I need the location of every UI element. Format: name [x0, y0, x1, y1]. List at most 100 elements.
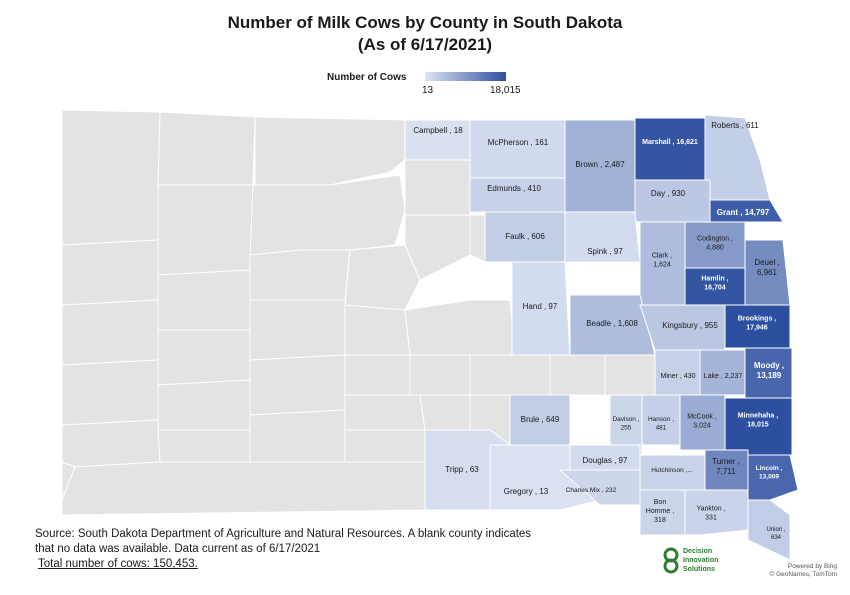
source-line-1: Source: South Dakota Department of Agric…	[35, 528, 532, 540]
gray-county-18	[157, 379, 251, 431]
gray-county-6	[61, 239, 159, 306]
gray-county-26	[61, 419, 161, 468]
label-grant-line-0: Grant , 14,797	[717, 208, 770, 217]
label-campbell: Campbell , 18	[413, 126, 463, 135]
label-lincoln-line-1: 13,009	[759, 473, 779, 480]
gray-county-17	[61, 359, 159, 426]
label-turner: Turner , 7,711	[712, 457, 740, 476]
label-clark-line-1: 1,624	[653, 262, 671, 269]
label-deuel-line-1: 6,961	[757, 268, 778, 277]
label-bonhomme: Bon Homme , 318	[646, 499, 674, 524]
data-counties	[404, 114, 799, 561]
label-hutchinson-line-0: Hutchinson ,...	[651, 467, 693, 474]
gray-county-3	[157, 184, 254, 276]
no-data-counties	[61, 109, 656, 516]
label-spink: Spink , 97	[587, 247, 623, 256]
label-codington-line-0: Codington ,	[697, 236, 733, 243]
label-brookings-line-1: 17,946	[746, 325, 768, 332]
label-edmunds: Edmunds , 410	[487, 184, 541, 193]
label-union-line-0: Union ,	[766, 527, 785, 533]
label-hamlin-line-1: 16,704	[704, 285, 726, 292]
county-mcpherson	[469, 119, 566, 179]
label-brule-line-0: Brule , 649	[521, 415, 560, 424]
label-yankton-line-1: 331	[705, 515, 717, 522]
label-faulk-line-0: Faulk , 606	[505, 232, 545, 241]
label-deuel-line-0: Deuel ,	[754, 258, 779, 267]
label-brown: Brown , 2,487	[575, 160, 625, 169]
credit-geonames: © GeoNames, TomTom	[769, 571, 837, 578]
label-marshall-line-0: Marshall , 16,621	[642, 139, 698, 146]
label-beadle: Beadle , 1,608	[586, 319, 638, 328]
label-faulk: Faulk , 606	[505, 232, 545, 241]
label-bonhomme-line-1: Homme ,	[646, 508, 674, 515]
label-hand-line-0: Hand , 97	[523, 302, 558, 311]
label-hand: Hand , 97	[523, 302, 558, 311]
legend-max: 18,015	[490, 85, 521, 96]
label-mcpherson: McPherson , 161	[488, 138, 549, 147]
label-minnehaha-line-1: 18,015	[747, 422, 769, 429]
label-gregory: Gregory , 13	[504, 487, 549, 496]
gray-county-4	[249, 174, 406, 256]
label-campbell-line-0: Campbell , 18	[413, 126, 463, 135]
label-brule: Brule , 649	[521, 415, 560, 424]
label-charlesmix-line-0: Charles Mix , 232	[566, 487, 617, 494]
gray-county-10	[404, 214, 471, 281]
label-union-line-1: 634	[771, 535, 782, 541]
label-brookings: Brookings , 17,946	[738, 316, 777, 332]
county-grant	[709, 199, 784, 223]
gray-county-29	[344, 429, 426, 463]
label-lake: Lake , 2,237	[704, 373, 743, 380]
county-yankton	[684, 489, 749, 536]
county-minnehaha	[724, 397, 793, 456]
county-marshall	[634, 117, 706, 181]
label-mcpherson-line-0: McPherson , 161	[488, 138, 549, 147]
gray-county-21	[409, 354, 471, 396]
label-bonhomme-line-0: Bon	[654, 499, 667, 506]
label-roberts-line-0: Roberts , 611	[711, 121, 759, 130]
gray-county-13	[157, 329, 251, 386]
source-line-2: that no data was available. Data current…	[35, 543, 321, 555]
label-edmunds-line-0: Edmunds , 410	[487, 184, 541, 193]
county-day	[634, 179, 711, 223]
label-hamlin-line-0: Hamlin ,	[701, 276, 728, 283]
gray-county-7	[157, 269, 251, 331]
label-davison-line-0: Davison ,	[612, 416, 639, 423]
label-codington: Codington , 4,880	[697, 236, 733, 252]
gray-county-5	[404, 159, 471, 216]
label-minnehaha-line-0: Minnehaha ,	[738, 413, 779, 420]
label-tripp-line-0: Tripp , 63	[445, 465, 479, 474]
label-brookings-line-0: Brookings ,	[738, 316, 777, 323]
label-brown-line-0: Brown , 2,487	[575, 160, 625, 169]
gray-county-19	[249, 354, 346, 416]
label-bonhomme-line-2: 318	[654, 517, 666, 524]
label-kingsbury-line-0: Kingsbury , 955	[662, 321, 718, 330]
dis-logo-icon	[663, 547, 679, 574]
credit-bing: Powered by Bing	[787, 563, 837, 570]
label-hanson: Hanson , 481	[648, 416, 674, 432]
logo-text-3: Solutions	[683, 566, 715, 573]
gray-county-2	[254, 116, 406, 186]
label-davison: Davison , 255	[612, 416, 639, 432]
label-yankton: Yankton , 331	[696, 506, 725, 522]
label-mccook-line-0: McCook ,	[687, 414, 717, 421]
label-moody: Moody , 13,189	[754, 361, 784, 380]
label-hamlin: Hamlin , 16,704	[701, 276, 728, 292]
gray-county-25	[344, 394, 426, 431]
label-kingsbury: Kingsbury , 955	[662, 321, 718, 330]
gray-county-9	[344, 244, 421, 311]
gray-county-22	[469, 354, 551, 396]
label-hutchinson: Hutchinson ,...	[651, 467, 693, 474]
label-miner: Miner , 430	[660, 373, 695, 380]
gray-county-20	[344, 354, 411, 396]
label-hanson-line-1: 481	[656, 424, 667, 431]
label-day: Day , 930	[651, 189, 686, 198]
logo-text-2: Innovation	[683, 557, 719, 564]
gray-county-15	[344, 304, 411, 356]
gray-county-12	[61, 299, 159, 366]
label-lincoln-line-0: Lincoln ,	[756, 465, 783, 472]
label-deuel: Deuel , 6,961	[754, 258, 779, 277]
label-turner-line-0: Turner ,	[712, 457, 740, 466]
legend-min: 13	[422, 85, 434, 96]
